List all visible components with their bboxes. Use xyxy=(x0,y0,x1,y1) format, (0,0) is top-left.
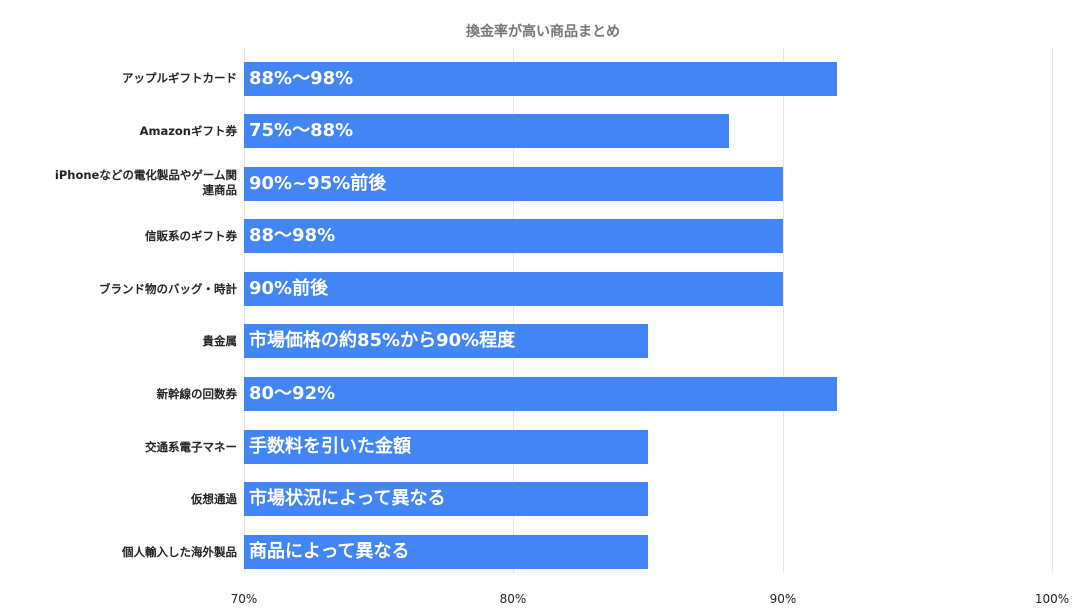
bar-data-label: 90%前後 xyxy=(249,278,329,299)
bar: 80〜92% xyxy=(244,377,837,411)
x-tick-label: 80% xyxy=(499,592,527,606)
bar-data-label: 88〜98% xyxy=(249,225,336,246)
category-text: ブランド物のバッグ・時計 xyxy=(99,282,237,296)
bar: 88〜98% xyxy=(244,219,783,253)
category-label: 交通系電子マネー xyxy=(7,440,237,455)
x-tick-label: 70% xyxy=(230,592,258,606)
category-text: 信販系のギフト券 xyxy=(145,229,237,243)
bar-data-label: 90%~95%前後 xyxy=(249,173,387,194)
bar-data-label: 75%〜88% xyxy=(249,120,354,141)
bar-data-label: 手数料を引いた金額 xyxy=(249,436,411,457)
bar: 90%~95%前後 xyxy=(244,167,783,201)
bar-data-label: 88%〜98% xyxy=(249,68,354,89)
bar: 手数料を引いた金額 xyxy=(244,430,648,464)
category-text: 貴金属 xyxy=(202,334,238,348)
category-label: アップルギフトカード xyxy=(7,71,237,86)
category-text: 交通系電子マネー xyxy=(145,440,237,454)
bar: 市場価格の約85%から90%程度 xyxy=(244,324,648,358)
bar-data-label: 市場状況によって異なる xyxy=(249,488,446,509)
gridline-70 xyxy=(244,48,245,573)
category-text: iPhoneなどの電化製品やゲーム関 xyxy=(54,168,237,182)
bar: 90%前後 xyxy=(244,272,783,306)
x-tick-label: 100% xyxy=(1034,592,1070,606)
bar-data-label: 80〜92% xyxy=(249,383,336,404)
category-label: Amazonギフト券 xyxy=(7,124,237,139)
category-label: 新幹線の回数券 xyxy=(7,387,238,402)
category-text: 仮想通過 xyxy=(191,492,237,506)
gridline-80 xyxy=(513,48,514,573)
category-text: Amazonギフト券 xyxy=(139,124,237,138)
category-label: 個人輸入した海外製品 xyxy=(7,545,237,560)
category-label: iPhoneなどの電化製品やゲーム関 連商品 xyxy=(7,168,237,198)
bar-data-label: 商品によって異なる xyxy=(249,541,410,562)
bar: 88%〜98% xyxy=(244,62,837,96)
bar: 市場状況によって異なる xyxy=(244,482,648,516)
bar: 商品によって異なる xyxy=(244,535,648,569)
gridline-90 xyxy=(783,48,784,573)
chart-title: 換金率が高い商品まとめ xyxy=(466,24,620,40)
category-label: 貴金属 xyxy=(7,334,238,349)
x-tick-label: 90% xyxy=(769,592,797,606)
category-label: 信販系のギフト券 xyxy=(7,229,237,244)
category-text: アップルギフトカード xyxy=(122,71,237,85)
bar: 75%〜88% xyxy=(244,114,729,148)
category-label: ブランド物のバッグ・時計 xyxy=(7,282,237,297)
category-text: 個人輸入した海外製品 xyxy=(122,545,237,559)
category-text: 新幹線の回数券 xyxy=(156,387,238,401)
category-label: 仮想通過 xyxy=(7,492,237,507)
plot-area xyxy=(244,48,1053,573)
gridline-100 xyxy=(1052,48,1053,573)
category-text-line2: 連商品 xyxy=(202,183,238,197)
bar-data-label: 市場価格の約85%から90%程度 xyxy=(249,330,516,351)
